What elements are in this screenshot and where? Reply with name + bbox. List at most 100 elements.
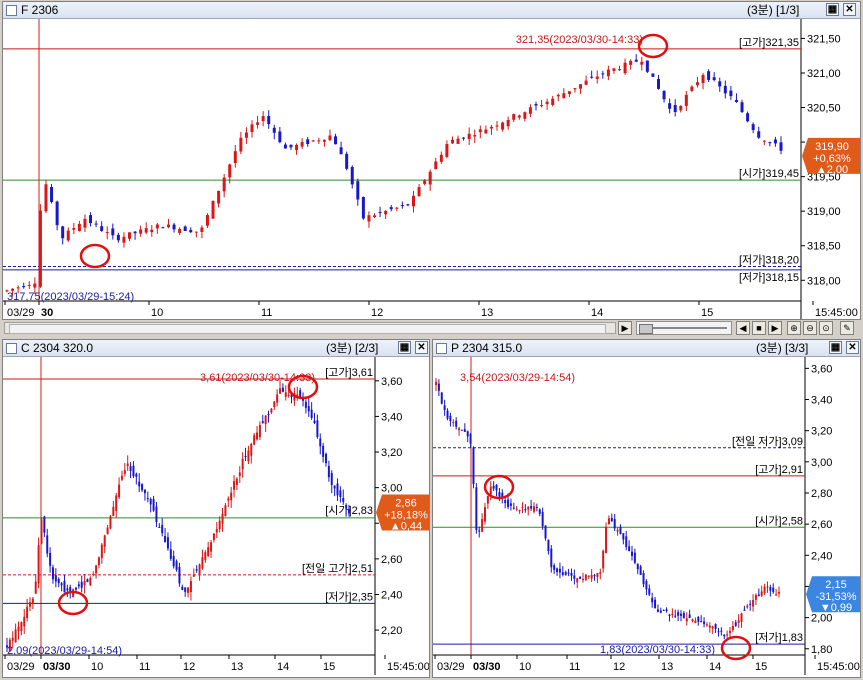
- candle-body: [198, 564, 201, 574]
- candle-body: [322, 139, 326, 142]
- panel-titlebar: F 2306 (3분) [1/3] ▦ ✕: [3, 2, 860, 19]
- zoom-reset-icon[interactable]: ⊙: [819, 321, 833, 335]
- zoom-slider-groove: [653, 327, 727, 329]
- candle-body: [128, 232, 132, 239]
- candle-body: [122, 236, 126, 243]
- candle-body: [695, 82, 699, 86]
- panel-settings-icon[interactable]: ▦: [826, 3, 839, 16]
- candle-body: [34, 581, 37, 594]
- candle-body: [270, 408, 273, 413]
- step-forward-button[interactable]: ▶: [768, 321, 782, 335]
- y-tick-label: 3,20: [811, 426, 832, 438]
- panel-settings-icon[interactable]: ▦: [398, 341, 411, 354]
- candle-body: [215, 528, 218, 533]
- panel-close-icon[interactable]: ✕: [843, 3, 856, 16]
- candle-body: [605, 526, 608, 554]
- y-tick-label: 2,20: [381, 625, 402, 637]
- candle-body: [152, 499, 155, 511]
- candle-body: [726, 634, 729, 636]
- candle-body: [189, 581, 192, 593]
- zoom-in-icon[interactable]: ⊕: [787, 321, 801, 335]
- candle-body: [327, 465, 330, 478]
- wrench-icon[interactable]: ✎: [840, 321, 854, 335]
- zoom-slider[interactable]: [636, 321, 732, 335]
- candle-body: [599, 572, 602, 574]
- candle-body: [458, 428, 461, 431]
- panel-settings-icon[interactable]: ▦: [829, 341, 842, 354]
- scrollbar-thumb[interactable]: [9, 324, 606, 334]
- candle-body: [528, 107, 532, 114]
- candle-body: [685, 618, 688, 622]
- candle-body: [310, 409, 313, 419]
- zoom-out-icon[interactable]: ⊖: [803, 321, 817, 335]
- candle-body: [80, 581, 83, 588]
- candle-body: [743, 609, 746, 611]
- candle-body: [192, 574, 195, 577]
- candle-body: [253, 435, 256, 445]
- candle-body: [28, 602, 31, 607]
- candle-body: [115, 495, 118, 512]
- step-back-button[interactable]: ◀: [736, 321, 750, 335]
- candle-body: [584, 80, 588, 85]
- candle-body: [284, 392, 287, 397]
- candle-body: [478, 129, 482, 133]
- scrollbar-track[interactable]: [4, 322, 616, 334]
- candle-body: [587, 575, 590, 577]
- candle-body: [194, 231, 198, 233]
- candle-body: [256, 432, 259, 440]
- candle-body: [602, 550, 605, 569]
- y-tick-label: 318,00: [807, 275, 841, 287]
- annotation-circle: [720, 635, 752, 661]
- candle-body: [749, 604, 752, 606]
- candle-body: [648, 588, 651, 595]
- candle-body: [779, 142, 783, 151]
- y-tick-label: 3,40: [381, 411, 402, 423]
- scroll-right-button[interactable]: ▶: [618, 321, 632, 335]
- zoom-slider-handle[interactable]: [639, 324, 653, 334]
- candle-body: [697, 616, 700, 622]
- candle-body: [472, 447, 475, 485]
- candle-body: [775, 594, 778, 596]
- reference-line-label: [저가]318,15: [739, 271, 799, 284]
- candle-body: [484, 507, 486, 522]
- candle-body: [218, 520, 221, 530]
- panel-close-icon[interactable]: ✕: [415, 341, 428, 354]
- stop-button[interactable]: ■: [752, 321, 766, 335]
- candle-body: [224, 505, 227, 517]
- candle-body: [49, 552, 52, 566]
- candle-body: [395, 207, 399, 209]
- candle-body: [763, 586, 766, 594]
- panel-select-checkbox[interactable]: [6, 5, 17, 16]
- candle-body: [400, 205, 404, 207]
- candle-body: [384, 210, 388, 215]
- candle-body: [27, 284, 31, 286]
- candle-body: [469, 434, 472, 444]
- candle-body: [636, 563, 639, 570]
- candle-body: [633, 552, 636, 563]
- y-tick-label: 2,60: [381, 554, 402, 566]
- candle-body: [43, 516, 46, 533]
- reference-line-label: [저가]1,83: [755, 631, 803, 644]
- panel-select-checkbox[interactable]: [6, 343, 17, 354]
- candle-body: [139, 229, 143, 234]
- candle-body: [300, 142, 304, 147]
- x-tick-label: 13: [661, 661, 673, 673]
- panel-period-info: (3분) [1/3]: [747, 3, 800, 17]
- current-price-badge: [802, 137, 860, 174]
- candle-body: [264, 415, 267, 424]
- candle-body: [289, 144, 293, 148]
- candle-body: [77, 223, 81, 232]
- candle-body: [302, 399, 305, 401]
- candle-body: [501, 122, 505, 130]
- x-tick-label: 15: [323, 661, 335, 673]
- candle-body: [205, 215, 209, 226]
- annotation-circle: [79, 243, 111, 269]
- candle-body: [737, 620, 740, 623]
- candle-body: [729, 90, 733, 97]
- candle-body: [20, 622, 23, 632]
- panel-select-checkbox[interactable]: [436, 343, 447, 354]
- candle-body: [138, 481, 141, 487]
- candle-body: [711, 626, 714, 629]
- panel-close-icon[interactable]: ✕: [846, 341, 859, 354]
- candle-body: [612, 68, 616, 71]
